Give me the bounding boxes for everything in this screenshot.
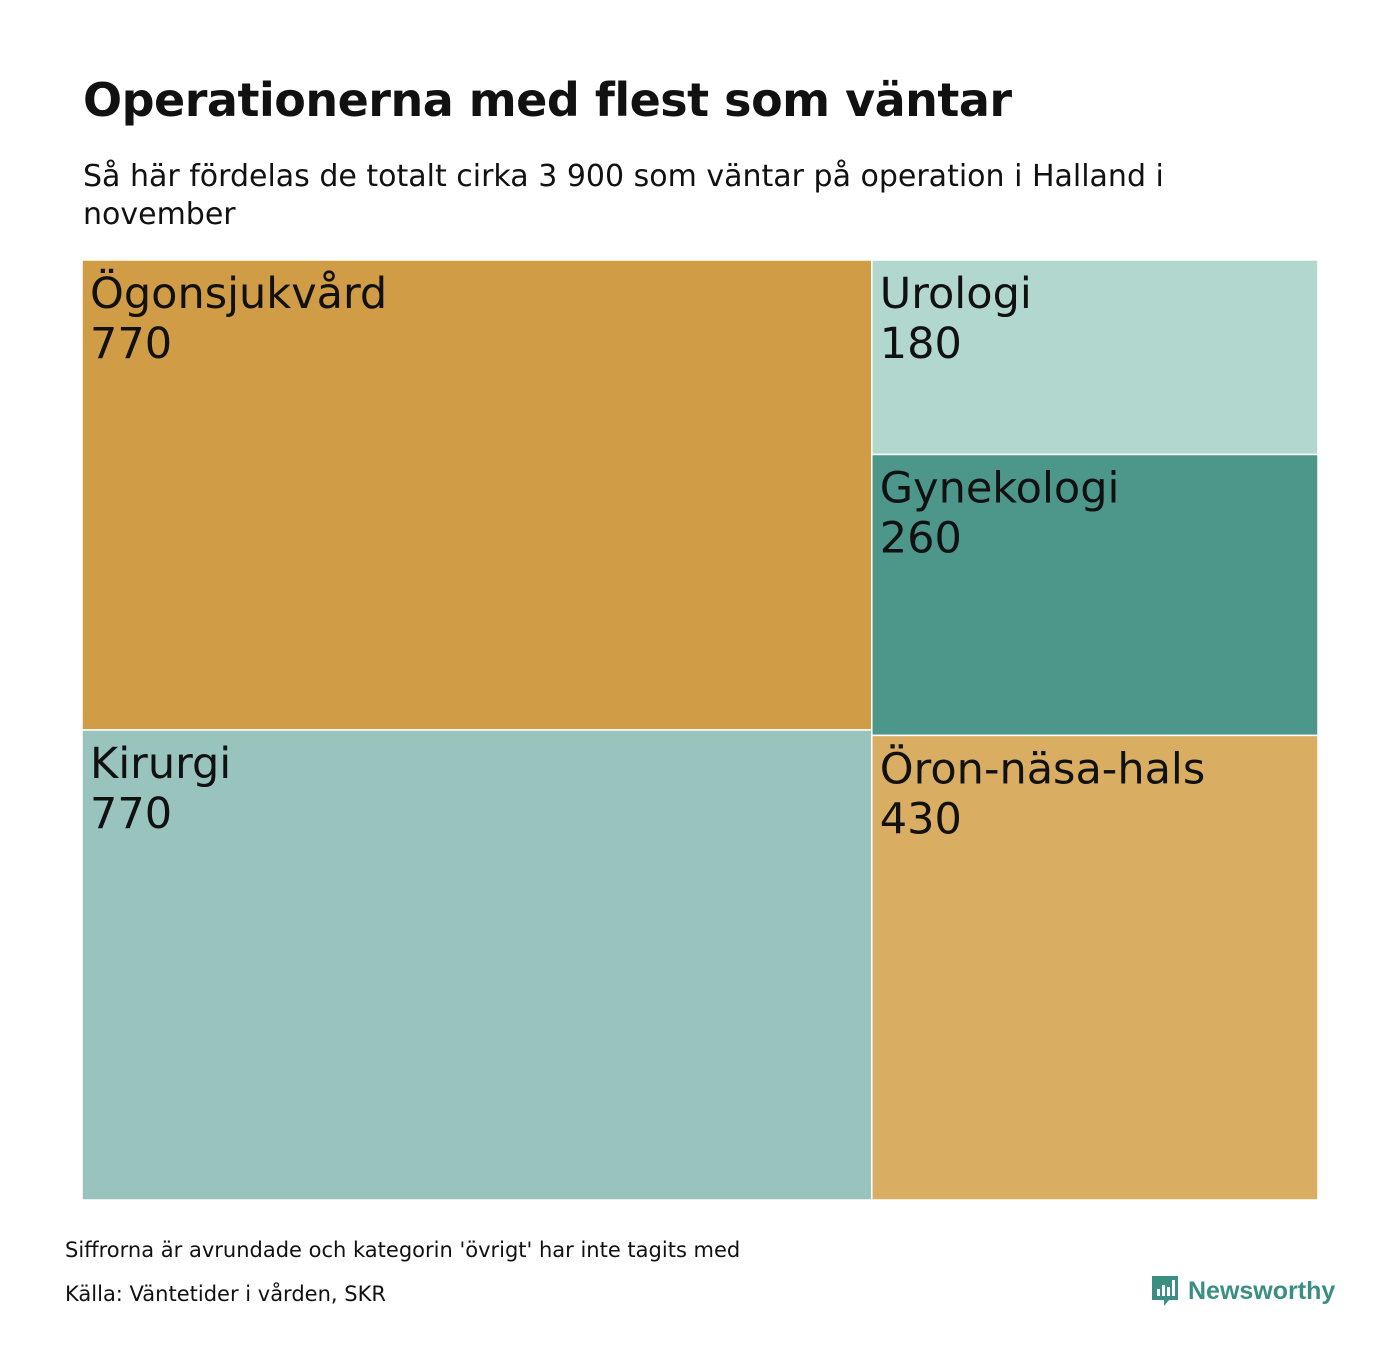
tile-rect-gynekologi	[871, 453, 1318, 737]
treemap-chart: Ögonsjukvård 770 Kirurgi 770 Urologi 180 Gynek…	[82, 260, 1318, 1200]
tile-value-gynekologi: 260	[880, 513, 962, 563]
tile-name-kirurgi: Kirurgi	[90, 739, 231, 789]
brand-logo: Newsworthy	[1150, 1274, 1335, 1308]
tile-rect-oron-nasa-hals	[871, 734, 1318, 1200]
tile-rect-urologi	[871, 260, 1318, 456]
tile-rect-ogonsjukvard	[82, 260, 873, 731]
chart-subtitle: Så här fördelas de totalt cirka 3 900 so…	[83, 159, 1164, 232]
tile-value-urologi: 180	[880, 319, 962, 369]
tile-name-urologi: Urologi	[880, 269, 1032, 319]
tile-value-kirurgi: 770	[90, 789, 172, 839]
tile-value-oron-nasa-hals: 430	[880, 794, 962, 844]
tile-name-oron-nasa-hals: Öron-näsa-hals	[880, 743, 1205, 794]
tile-rect-kirurgi	[82, 729, 873, 1200]
source-note: Källa: Väntetider i vården, SKR	[65, 1282, 386, 1306]
tile-name-gynekologi: Gynekologi	[880, 463, 1120, 513]
newsworthy-logo-icon	[1152, 1276, 1178, 1306]
tile-value-ogonsjukvard: 770	[90, 319, 172, 369]
footnote: Siffrorna är avrundade och kategorin 'öv…	[65, 1238, 741, 1262]
brand-name: Newsworthy	[1188, 1276, 1336, 1305]
tile-name-ogonsjukvard: Ögonsjukvård	[90, 268, 387, 319]
chart-title: Operationerna med flest som väntar	[83, 73, 1012, 127]
treemap-svg: Ögonsjukvård770Kirurgi770Urologi180Gynek…	[82, 260, 1318, 1200]
